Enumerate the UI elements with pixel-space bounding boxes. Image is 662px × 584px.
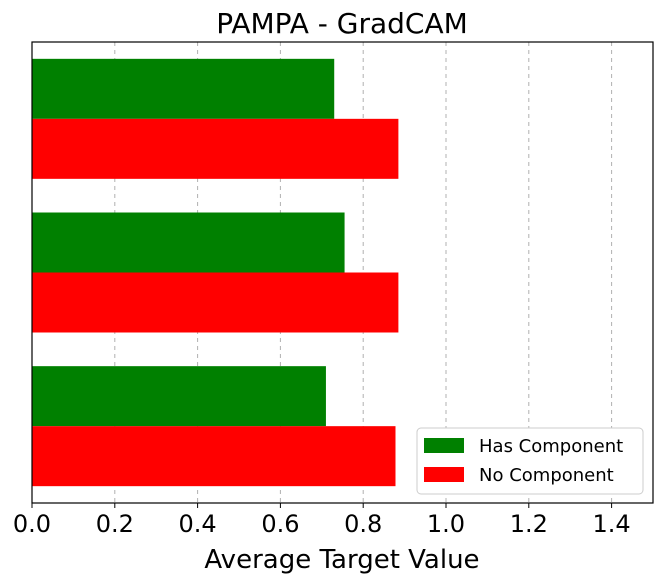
legend-swatch-no-component bbox=[424, 467, 464, 482]
bar-no-component-3 bbox=[32, 426, 396, 487]
bar-no-component-1 bbox=[32, 118, 399, 179]
legend-label-no-component: No Component bbox=[479, 465, 614, 486]
x-tick-label: 1.4 bbox=[593, 510, 631, 538]
legend-swatch-has-component bbox=[424, 438, 464, 453]
bar-no-component-2 bbox=[32, 272, 399, 333]
x-tick-label: 1.0 bbox=[427, 510, 465, 538]
bars bbox=[32, 58, 399, 487]
x-axis-label: Average Target Value bbox=[204, 545, 479, 575]
x-tick-label: 0.8 bbox=[344, 510, 382, 538]
legend: Has Component No Component bbox=[416, 427, 644, 495]
x-tick-label: 0.6 bbox=[261, 510, 299, 538]
bar-has-component-3 bbox=[32, 366, 326, 427]
bar-has-component-1 bbox=[32, 58, 335, 119]
x-ticks: 0.0 0.2 0.4 0.6 0.8 1.0 1.2 1.4 bbox=[13, 503, 631, 538]
x-tick-label: 1.2 bbox=[510, 510, 548, 538]
x-tick-label: 0.0 bbox=[13, 510, 51, 538]
legend-label-has-component: Has Component bbox=[479, 436, 623, 457]
plot-frame bbox=[31, 41, 654, 504]
chart-title: PAMPA - GradCAM bbox=[216, 7, 468, 40]
legend-box bbox=[416, 427, 644, 495]
bar-has-component-2 bbox=[32, 212, 345, 273]
x-tick-label: 0.4 bbox=[179, 510, 217, 538]
x-tick-label: 0.2 bbox=[96, 510, 134, 538]
